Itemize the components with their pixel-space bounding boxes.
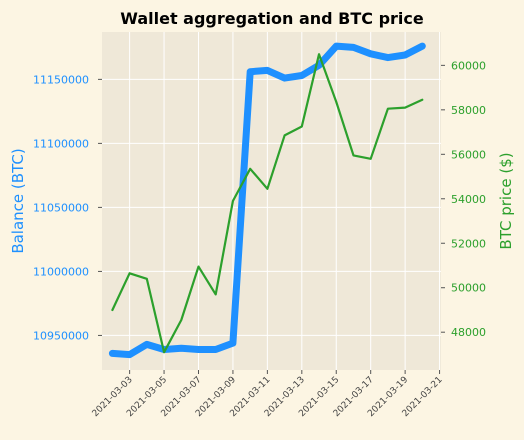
right-axis-ticks: 48000 50000 52000 54000 56000 58000 60000 <box>441 59 486 339</box>
left-tick-label: 10950000 <box>33 329 89 342</box>
series-layer <box>108 42 426 359</box>
right-tick-label: 58000 <box>451 104 486 117</box>
right-tick-label: 52000 <box>451 237 486 250</box>
plot-area <box>102 32 441 370</box>
chart-title: Wall­et aggregation and BTC price <box>120 9 424 28</box>
right-tick-label: 48000 <box>451 326 486 339</box>
left-tick-label: 11150000 <box>33 73 89 86</box>
btc-price-series-line <box>111 53 424 354</box>
right-tick-label: 60000 <box>451 59 486 72</box>
left-tick-label: 11050000 <box>33 201 89 214</box>
right-tick-label: 56000 <box>451 148 486 161</box>
right-tick-label: 54000 <box>451 193 486 206</box>
right-axis-label: BTC price ($) <box>497 152 515 249</box>
left-tick-label: 11000000 <box>33 265 89 278</box>
grid <box>102 32 441 370</box>
left-axis-ticks: 10950000 11000000 11050000 11100000 11150000 <box>33 73 102 342</box>
x-axis-ticks: 2021-03-032021-03-052021-03-072021-03-09… <box>91 370 445 419</box>
left-axis-label: Balance (BTC) <box>9 148 27 253</box>
left-tick-label: 11100000 <box>33 137 89 150</box>
right-tick-label: 50000 <box>451 282 486 295</box>
